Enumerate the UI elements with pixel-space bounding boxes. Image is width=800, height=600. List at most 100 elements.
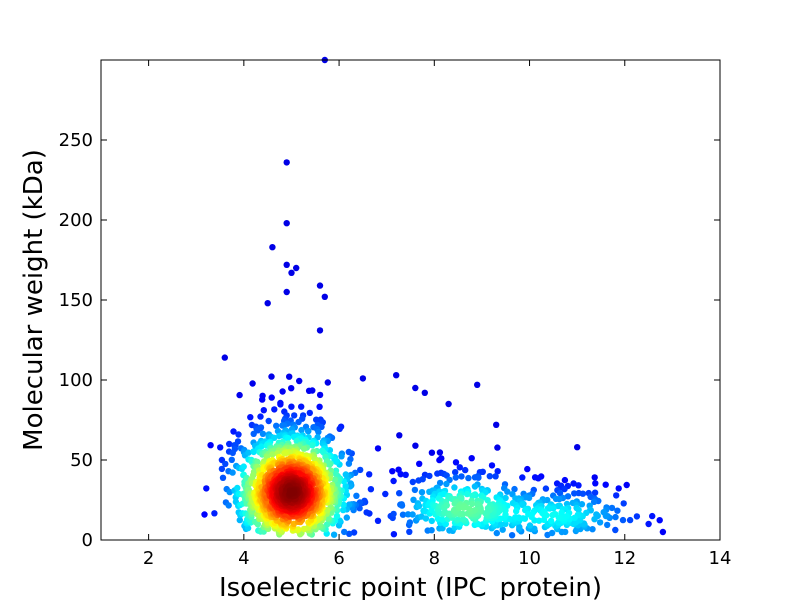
data-point [283, 159, 290, 166]
x-tick-label: 8 [429, 548, 440, 569]
x-tick-label: 10 [518, 548, 541, 569]
data-point [286, 373, 293, 380]
data-point [469, 492, 476, 499]
y-tick-label: 250 [59, 130, 93, 151]
data-point [396, 432, 403, 439]
data-point [513, 508, 520, 515]
data-point [259, 396, 266, 403]
data-point [571, 490, 578, 497]
data-point [228, 456, 235, 463]
data-point [620, 500, 627, 507]
data-point [492, 473, 499, 480]
data-point [221, 354, 228, 361]
data-point [357, 466, 364, 474]
data-point [250, 448, 257, 456]
points-layer [201, 56, 667, 539]
x-tick-label: 4 [238, 548, 249, 569]
data-point [528, 511, 536, 518]
data-point [218, 465, 226, 473]
data-point [406, 519, 414, 526]
data-point [217, 444, 224, 451]
data-point [283, 220, 290, 227]
data-point [579, 490, 587, 497]
data-point [615, 485, 622, 492]
data-point [459, 516, 467, 523]
data-point [295, 418, 302, 426]
data-point [265, 417, 272, 425]
data-point [571, 514, 578, 521]
data-point [502, 520, 509, 527]
data-point [591, 474, 598, 481]
x-tick-label: 6 [333, 548, 344, 569]
data-point [300, 445, 308, 452]
data-point [556, 489, 564, 497]
data-point [575, 482, 582, 489]
data-point [324, 379, 331, 386]
data-point [316, 403, 323, 410]
data-point [203, 485, 210, 492]
data-point [250, 430, 257, 437]
data-point [315, 428, 322, 436]
data-point [475, 474, 482, 481]
data-point [548, 529, 556, 537]
x-axis: 2 4 6 8 10 12 14 [143, 60, 731, 569]
data-point [613, 492, 620, 499]
data-point [226, 488, 233, 496]
data-point [428, 449, 436, 456]
data-point [225, 502, 232, 509]
data-point [428, 517, 435, 525]
data-point [463, 490, 471, 498]
x-tick-label: 2 [143, 548, 154, 569]
data-point [561, 485, 568, 493]
data-point [305, 428, 312, 435]
data-point [393, 372, 400, 379]
data-point [555, 502, 562, 510]
data-point [366, 471, 373, 478]
data-point [207, 442, 214, 449]
data-point [443, 502, 450, 509]
data-point [526, 522, 534, 529]
data-point [374, 517, 382, 524]
plot-frame [100, 59, 721, 541]
data-point [436, 479, 444, 487]
data-point [411, 486, 419, 494]
data-point [439, 516, 446, 523]
data-point [612, 526, 619, 534]
data-point [649, 512, 656, 520]
data-point [502, 494, 509, 502]
data-point [273, 422, 280, 429]
data-point [283, 261, 290, 268]
data-point [547, 517, 555, 525]
data-point [469, 500, 476, 508]
data-point [338, 453, 345, 460]
data-point [268, 394, 275, 401]
data-point [288, 489, 295, 496]
data-point [645, 520, 652, 528]
data-point [341, 528, 348, 536]
data-point [602, 481, 609, 488]
data-point [493, 421, 500, 428]
data-point [524, 465, 531, 473]
data-point [412, 442, 419, 449]
data-point [305, 387, 313, 394]
data-point [279, 388, 286, 395]
data-point [474, 381, 481, 388]
data-point [484, 505, 492, 512]
data-point [451, 484, 458, 491]
data-point [343, 514, 350, 521]
data-point [452, 474, 459, 481]
data-point [236, 391, 243, 399]
y-tick-label: 50 [70, 450, 93, 471]
data-point [340, 501, 347, 508]
data-point [230, 428, 237, 435]
data-point [396, 490, 403, 497]
data-point [452, 459, 460, 466]
data-point [633, 513, 641, 520]
data-point [592, 480, 599, 487]
data-point [596, 519, 604, 526]
data-point [229, 449, 236, 456]
data-point [288, 403, 295, 410]
data-point [590, 498, 598, 505]
data-point [346, 501, 353, 508]
